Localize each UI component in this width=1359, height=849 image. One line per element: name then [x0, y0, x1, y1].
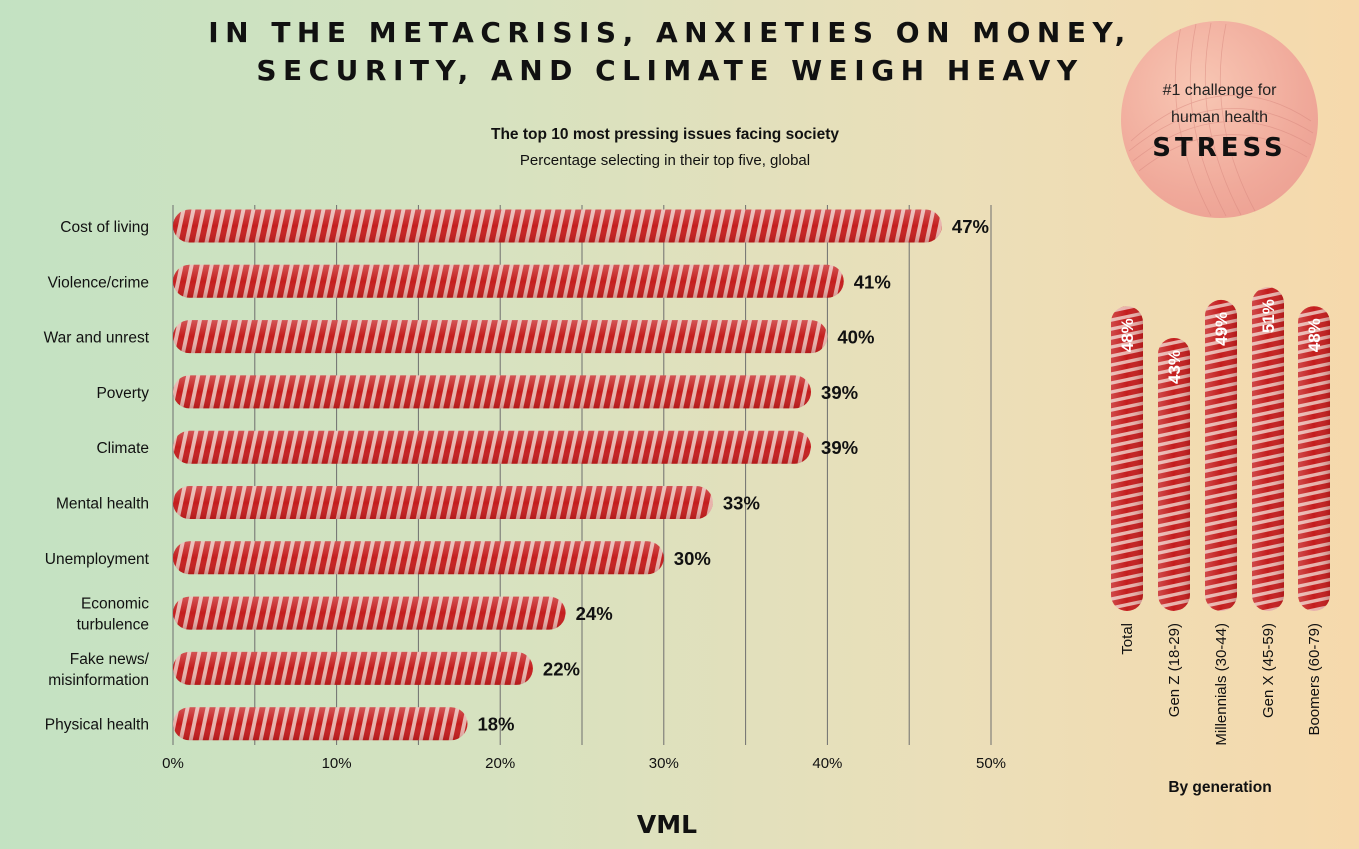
x-tick-label: 10% — [322, 755, 352, 772]
generation-value-label: 49% — [1212, 312, 1231, 346]
bar-shading — [173, 707, 468, 741]
category-label: Poverty — [96, 385, 149, 402]
category-label: Fake news/misinformation — [48, 651, 149, 689]
bar-value-label: 24% — [576, 603, 613, 624]
page-title: IN THE METACRISIS, ANXIETIES ON MONEY, S… — [208, 16, 1132, 87]
x-tick-label: 50% — [976, 755, 1006, 772]
chart-subtitle: Percentage selecting in their top five, … — [519, 152, 811, 169]
bar-shading — [173, 596, 566, 630]
category-label: Climate — [96, 440, 149, 457]
x-tick-label: 20% — [485, 755, 515, 772]
generation-category-label: Boomers (60-79) — [1306, 623, 1323, 736]
badge-headline: STRESS — [1152, 133, 1287, 163]
bar-shading — [173, 651, 533, 685]
generation-bar-shading — [1111, 306, 1143, 611]
generation-bar-shading — [1205, 299, 1237, 611]
category-label: Violence/crime — [48, 274, 149, 291]
bar-shading — [173, 430, 812, 464]
x-tick-label: 0% — [162, 755, 184, 772]
generation-chart-title: By generation — [1168, 779, 1272, 796]
bar-shading — [173, 486, 713, 519]
generation-category-label: Gen Z (18-29) — [1166, 623, 1183, 717]
bar-shading — [173, 320, 828, 354]
bar-value-label: 47% — [952, 216, 989, 237]
bar-value-label: 18% — [477, 714, 514, 735]
generation-bar-shading — [1252, 287, 1284, 611]
x-tick-label: 30% — [649, 755, 679, 772]
bar-value-label: 39% — [821, 437, 858, 458]
generation-bar-shading — [1158, 337, 1190, 611]
generation-category-label: Millennials (30-44) — [1213, 623, 1230, 746]
chart-labels: 0% 10% 20% 30% 40% 50% 47% Cost of living 41% Vio… — [44, 216, 1006, 772]
generation-category-label: Total — [1119, 623, 1136, 655]
chart-title: The top 10 most pressing issues facing s… — [491, 126, 839, 143]
vml-logo: VML — [636, 810, 698, 839]
bars — [173, 209, 942, 741]
category-label: Mental health — [56, 496, 149, 513]
bar-shading — [173, 209, 942, 243]
bar-shading — [173, 541, 664, 575]
badge-text: #1 challenge for human health — [1121, 77, 1318, 131]
stress-badge: #1 challenge for human health STRESS — [1121, 21, 1318, 218]
category-label: War and unrest — [44, 330, 150, 347]
badge-line-2: human health — [1171, 109, 1268, 126]
bar-value-label: 41% — [854, 271, 891, 292]
generation-chart: 48% Total 43% Gen Z (18-29) 49% Millennials (… — [1111, 287, 1330, 746]
bar-shading — [173, 264, 844, 298]
generation-value-label: 48% — [1118, 318, 1137, 352]
bar-shading — [173, 375, 812, 409]
generation-value-label: 43% — [1165, 350, 1184, 384]
generation-value-label: 48% — [1305, 318, 1324, 352]
generation-category-label: Gen X (45-59) — [1260, 623, 1277, 718]
generation-value-label: 51% — [1259, 299, 1278, 333]
bar-value-label: 39% — [821, 382, 858, 403]
category-label: Economic turbulence — [77, 596, 150, 634]
bar-value-label: 40% — [837, 327, 874, 348]
generation-bar-shading — [1298, 306, 1330, 611]
bar-value-label: 22% — [543, 658, 580, 679]
bar-value-label: 30% — [674, 548, 711, 569]
x-tick-label: 40% — [812, 755, 842, 772]
category-label: Unemployment — [45, 551, 150, 568]
bar-value-label: 33% — [723, 493, 760, 514]
category-label: Cost of living — [60, 219, 149, 236]
category-label: Physical health — [45, 717, 149, 734]
badge-swirl-icon — [1128, 22, 1314, 217]
badge-line-1: #1 challenge for — [1162, 82, 1277, 99]
